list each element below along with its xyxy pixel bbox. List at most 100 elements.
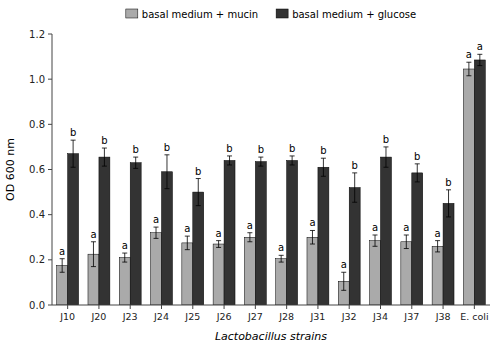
y-tick-label: 1.0 bbox=[29, 74, 45, 85]
error-bar bbox=[154, 227, 159, 238]
y-tick-label: 1.2 bbox=[29, 29, 45, 40]
error-bar bbox=[310, 230, 315, 244]
error-bar bbox=[290, 156, 295, 165]
bar bbox=[119, 258, 130, 305]
annotation: a bbox=[216, 228, 222, 239]
error-bar bbox=[466, 62, 471, 76]
error-bar bbox=[383, 147, 388, 167]
x-tick bbox=[443, 305, 444, 309]
error-bar bbox=[258, 157, 263, 166]
y-tick bbox=[48, 214, 52, 215]
x-tick-label: J38 bbox=[435, 311, 451, 322]
error-bar bbox=[341, 272, 346, 290]
x-tick bbox=[130, 305, 131, 309]
error-bar bbox=[279, 255, 284, 262]
legend-label: basal medium + mucin bbox=[142, 9, 258, 20]
bar bbox=[213, 244, 224, 305]
y-tick bbox=[48, 34, 52, 35]
bar bbox=[401, 242, 412, 305]
x-tick bbox=[192, 305, 193, 309]
annotation: a bbox=[477, 41, 483, 52]
error-bar bbox=[373, 235, 378, 246]
annotation: a bbox=[247, 220, 253, 231]
y-tick-label: 0.4 bbox=[29, 209, 45, 220]
bar bbox=[151, 233, 162, 305]
annotation: b bbox=[289, 143, 295, 154]
bar bbox=[474, 60, 485, 305]
bar bbox=[193, 192, 204, 305]
legend-swatch bbox=[126, 9, 138, 18]
x-tick bbox=[380, 305, 381, 309]
annotation: a bbox=[90, 229, 96, 240]
annotation: b bbox=[226, 143, 232, 154]
y-axis-label: OD 600 nm bbox=[4, 138, 17, 201]
annotation: a bbox=[122, 240, 128, 251]
error-bar bbox=[196, 179, 201, 206]
bars bbox=[57, 54, 486, 305]
y-tick bbox=[48, 79, 52, 80]
annotation: a bbox=[59, 246, 65, 257]
bar bbox=[412, 173, 423, 305]
error-bar bbox=[435, 241, 440, 252]
annotation: b bbox=[445, 177, 451, 188]
error-bar bbox=[247, 233, 252, 242]
y-tick-label: 0.2 bbox=[29, 254, 45, 265]
y-tick bbox=[48, 169, 52, 170]
error-bar bbox=[477, 54, 482, 65]
x-tick-label: J26 bbox=[216, 311, 232, 322]
bar bbox=[255, 162, 266, 305]
y-tick-label: 0.0 bbox=[29, 300, 45, 311]
bar bbox=[276, 259, 287, 305]
error-bar bbox=[185, 236, 190, 250]
x-tick bbox=[98, 305, 99, 309]
annotation: a bbox=[153, 214, 159, 225]
x-tick-label: J10 bbox=[59, 311, 75, 322]
annotation: b bbox=[70, 127, 76, 138]
annotation: b bbox=[383, 134, 389, 145]
y-tick-label: 0.6 bbox=[29, 164, 45, 175]
x-tick-label: J31 bbox=[309, 311, 325, 322]
x-tick-label: J28 bbox=[278, 311, 294, 322]
annotation: b bbox=[195, 166, 201, 177]
error-bar bbox=[415, 164, 420, 182]
error-bar bbox=[227, 156, 232, 165]
bar bbox=[463, 69, 474, 305]
bar bbox=[244, 237, 255, 305]
x-axis-label: Lactobacillus strains bbox=[215, 330, 327, 343]
error-bar bbox=[164, 155, 169, 189]
legend: basal medium + mucin basal medium + gluco… bbox=[126, 9, 416, 20]
x-tick bbox=[67, 305, 68, 309]
bar bbox=[99, 157, 110, 305]
x-axis bbox=[52, 305, 490, 306]
annotation: b bbox=[101, 135, 107, 146]
x-tick-label: E. coli bbox=[460, 311, 488, 322]
annotation: a bbox=[466, 49, 472, 60]
bar bbox=[182, 243, 193, 305]
annotation: a bbox=[435, 228, 441, 239]
x-tick bbox=[474, 305, 475, 309]
error-bar bbox=[446, 190, 451, 217]
x-tick bbox=[411, 305, 412, 309]
error-bar bbox=[102, 148, 107, 166]
bar bbox=[287, 160, 298, 305]
error-bar bbox=[216, 241, 221, 248]
legend-label: basal medium + glucose bbox=[292, 9, 416, 20]
x-tick-label: J32 bbox=[341, 311, 357, 322]
annotation: a bbox=[341, 259, 347, 270]
error-bar bbox=[352, 173, 357, 202]
x-tick bbox=[161, 305, 162, 309]
x-tick-label: J25 bbox=[184, 311, 200, 322]
y-tick bbox=[48, 259, 52, 260]
x-tick bbox=[255, 305, 256, 309]
annotation: b bbox=[320, 145, 326, 156]
bar bbox=[370, 241, 381, 305]
x-tick-label: J20 bbox=[90, 311, 106, 322]
y-tick-label: 0.8 bbox=[29, 119, 45, 130]
error-bar bbox=[60, 259, 65, 273]
annotation: a bbox=[372, 222, 378, 233]
bar bbox=[349, 188, 360, 305]
x-tick bbox=[224, 305, 225, 309]
x-tick-label: J34 bbox=[372, 311, 388, 322]
annotation: a bbox=[403, 222, 409, 233]
annotation: a bbox=[278, 242, 284, 253]
